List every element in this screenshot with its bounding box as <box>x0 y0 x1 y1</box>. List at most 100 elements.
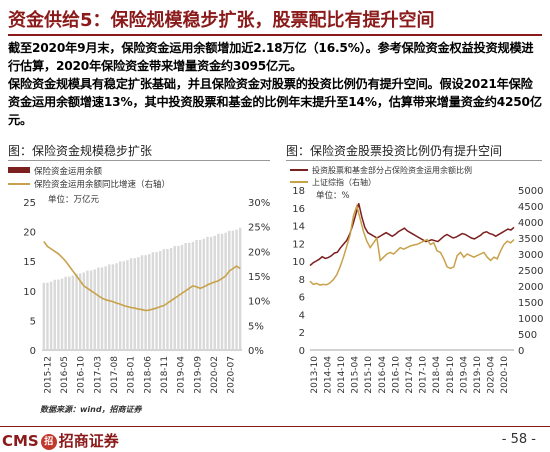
y-left-tick-label: 18 <box>292 186 305 197</box>
x-tick-label: 2017-03 <box>93 356 103 394</box>
y-left-tick-label: 4 <box>299 310 305 321</box>
brand-logo: CMS 招招商证券 <box>2 430 119 451</box>
paragraph-2: 保险资金规模具有稳定扩张基础，并且保险资金对股票的投资比例仍有提升空间。假设20… <box>8 77 542 127</box>
bar-balance <box>206 236 209 350</box>
y-left-tick-label: 12 <box>292 239 305 250</box>
bar-balance <box>53 279 56 350</box>
x-tick-label: 2016-10 <box>391 356 401 394</box>
y-left-tick-label: 8 <box>299 275 305 286</box>
bar-balance <box>104 266 107 350</box>
y-right-tick-label: 1500 <box>518 298 543 309</box>
x-tick-label: 2017-04 <box>405 356 415 394</box>
bar-balance <box>133 258 136 350</box>
logo-badge: 招 <box>40 433 57 450</box>
bar-balance <box>97 267 100 350</box>
x-tick-label: 2018-11 <box>160 356 170 394</box>
y-right-tick-label: 3000 <box>518 250 543 261</box>
bar-balance <box>228 230 231 350</box>
y-right-tick-label: 5% <box>248 321 264 332</box>
y-left-tick-label: 20 <box>23 228 36 239</box>
x-tick-label: 2020-02 <box>210 356 220 394</box>
bar-balance <box>224 232 227 350</box>
bar-balance <box>177 245 180 350</box>
bar-balance <box>129 258 133 350</box>
bar-balance <box>137 257 140 350</box>
bar-balance <box>115 263 118 350</box>
x-tick-label: 2019-09 <box>193 356 203 394</box>
x-tick-label: 2016-05 <box>60 356 70 394</box>
x-tick-label: 2018-04 <box>432 356 442 394</box>
y-left-tick-label: 5 <box>30 316 36 327</box>
bar-balance <box>184 243 187 350</box>
line-equity-ratio <box>309 203 515 267</box>
bar-balance <box>235 229 238 350</box>
y-right-tick-label: 2000 <box>518 282 543 293</box>
bar-balance <box>93 269 96 350</box>
logo-text-right: 招商证券 <box>58 432 119 450</box>
title-rule <box>8 34 542 36</box>
bar-balance <box>220 233 224 350</box>
x-tick-label: 2018-10 <box>446 356 456 394</box>
x-tick-label: 2017-10 <box>419 356 429 394</box>
bar-balance <box>126 260 129 350</box>
legend-label-line: 保险资金运用余额同比增速（右轴） <box>34 179 170 190</box>
bar-balance <box>213 235 216 350</box>
source-note: 数据来源：wind，招商证券 <box>40 405 142 414</box>
bar-balance <box>198 239 202 350</box>
y-right-tick-label: 25% <box>248 223 270 234</box>
bar-balance <box>180 244 184 350</box>
left-panel-rule <box>8 160 270 161</box>
bar-balance <box>68 276 71 350</box>
y-right-tick-label: 500 <box>518 330 537 341</box>
bar-balance <box>166 249 169 350</box>
x-tick-label: 2015-04 <box>351 356 361 394</box>
y-right-tick-label: 3500 <box>518 234 543 245</box>
legend-label-bar: 保险资金运用余额 <box>34 166 103 177</box>
unit-label: 单位：% <box>316 190 350 201</box>
y-right-tick-label: 20% <box>248 247 270 258</box>
bar-balance <box>195 239 198 350</box>
bar-balance <box>238 227 242 350</box>
page-title: 资金供给5：保险规模稳步扩张，股票配比有提升空间 <box>8 10 435 31</box>
bar-balance <box>169 248 173 350</box>
bar-balance <box>78 273 82 350</box>
x-tick-label: 2014-04 <box>323 356 333 394</box>
footer-rule <box>0 426 550 427</box>
left-panel-title: 图：保险资金规模稳步扩张 <box>8 144 153 158</box>
y-right-tick-label: 0 <box>518 346 524 357</box>
bar-balance <box>209 236 213 350</box>
bar-balance <box>89 270 93 350</box>
bar-balance <box>118 261 122 350</box>
legend-label-ratio: 投资股票和基金部分占保险资金运用余额比例 <box>312 165 472 175</box>
y-right-tick-label: 1000 <box>518 314 543 325</box>
line-shanghai-index <box>309 203 515 286</box>
bar-balance <box>46 282 49 350</box>
x-tick-label: 2018-06 <box>143 356 153 394</box>
bar-balance <box>148 254 151 350</box>
bar-balance <box>100 267 104 350</box>
x-tick-label: 2020-04 <box>487 356 497 394</box>
bar-balance <box>231 230 235 350</box>
logo-text-left: CMS <box>2 432 39 450</box>
y-left-tick-label: 0 <box>30 346 36 357</box>
x-tick-label: 2018-01 <box>127 356 137 394</box>
bar-balance <box>158 251 162 350</box>
y-right-tick-label: 4000 <box>518 218 543 229</box>
bar-balance <box>140 255 144 350</box>
x-tick-label: 2013-10 <box>310 356 320 394</box>
y-left-tick-label: 6 <box>299 293 305 304</box>
bar-balance <box>144 255 147 350</box>
y-left-tick-label: 14 <box>292 222 305 233</box>
x-tick-label: 2015-12 <box>43 356 53 394</box>
right-panel-rule <box>286 160 542 161</box>
x-tick-label: 2016-10 <box>77 356 87 394</box>
bar-balance <box>162 249 166 350</box>
page-number: - 58 - <box>501 432 536 447</box>
unit-label: 单位：万亿元 <box>48 194 100 205</box>
y-left-tick-label: 10 <box>23 287 36 298</box>
bar-balance <box>188 242 191 350</box>
bar-balance <box>111 264 115 350</box>
y-right-tick-label: 2500 <box>518 266 543 277</box>
y-left-tick-label: 10 <box>292 257 305 268</box>
